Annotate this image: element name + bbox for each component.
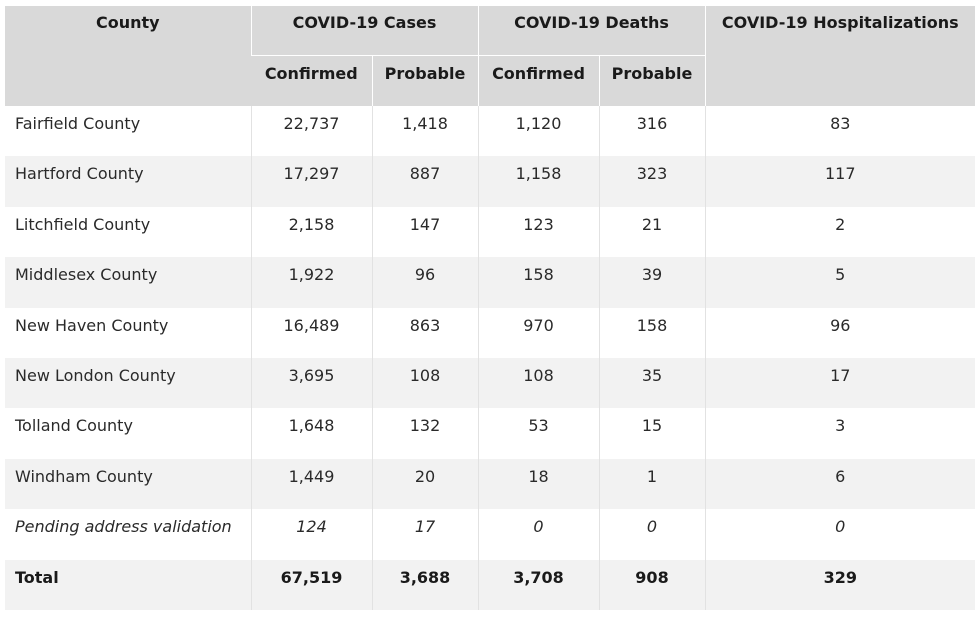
deaths-probable-cell: 1 xyxy=(598,458,706,510)
cases-confirmed-cell: 2,158 xyxy=(250,206,372,258)
deaths-probable-cell: 21 xyxy=(598,206,706,258)
table-body: Fairfield County 22,737 1,418 1,120 316 … xyxy=(5,106,976,610)
cases-probable-cell: 108 xyxy=(371,357,478,409)
table-row: Litchfield County 2,158 147 123 21 2 xyxy=(5,206,976,258)
hospitalizations-cell: 17 xyxy=(704,357,976,409)
header-deaths-group: COVID-19 Deaths xyxy=(477,6,706,56)
covid-county-table-container: County COVID-19 Cases COVID-19 Deaths CO… xyxy=(5,6,976,610)
deaths-confirmed-cell: 0 xyxy=(477,509,599,560)
header-hospitalizations: COVID-19 Hospitalizations xyxy=(704,6,976,106)
table-row: New London County 3,695 108 108 35 17 xyxy=(5,357,976,409)
cases-probable-cell: 17 xyxy=(371,509,478,560)
cases-confirmed-cell: 1,922 xyxy=(250,257,372,308)
hospitalizations-cell: 83 xyxy=(704,106,976,157)
deaths-probable-cell: 158 xyxy=(598,307,706,358)
cases-confirmed-cell: 1,648 xyxy=(250,408,372,459)
covid-county-table: County COVID-19 Cases COVID-19 Deaths CO… xyxy=(5,6,976,610)
deaths-confirmed-cell: 18 xyxy=(477,458,599,510)
cases-probable-cell: 887 xyxy=(371,156,478,207)
cases-confirmed-cell: 1,449 xyxy=(250,458,372,510)
table-header: County COVID-19 Cases COVID-19 Deaths CO… xyxy=(5,6,976,106)
cases-confirmed-cell: 22,737 xyxy=(250,106,372,157)
header-row-subcolumns: Confirmed Probable Confirmed Probable xyxy=(5,55,975,106)
deaths-confirmed-cell: 108 xyxy=(477,357,599,409)
deaths-confirmed-cell: 53 xyxy=(477,408,599,459)
deaths-confirmed-cell: 970 xyxy=(477,307,599,358)
header-cases-probable: Probable xyxy=(371,55,478,106)
total-deaths-confirmed-cell: 3,708 xyxy=(477,559,599,610)
county-cell: Windham County xyxy=(5,458,251,510)
cases-probable-cell: 20 xyxy=(371,458,478,510)
deaths-probable-cell: 323 xyxy=(598,156,706,207)
county-cell: New London County xyxy=(5,357,251,409)
cases-probable-cell: 132 xyxy=(371,408,478,459)
total-cases-probable-cell: 3,688 xyxy=(371,559,478,610)
hospitalizations-cell: 3 xyxy=(704,408,976,459)
cases-probable-cell: 1,418 xyxy=(371,106,478,157)
deaths-confirmed-cell: 1,120 xyxy=(477,106,599,157)
total-label-cell: Total xyxy=(5,559,251,610)
hospitalizations-cell: 2 xyxy=(704,206,976,258)
deaths-probable-cell: 39 xyxy=(598,257,706,308)
hospitalizations-cell: 5 xyxy=(704,257,976,308)
deaths-confirmed-cell: 123 xyxy=(477,206,599,258)
county-cell: Hartford County xyxy=(5,156,251,207)
table-row-pending: Pending address validation 124 17 0 0 0 xyxy=(5,509,976,560)
hospitalizations-cell: 0 xyxy=(704,509,976,560)
deaths-probable-cell: 316 xyxy=(598,106,706,157)
deaths-probable-cell: 35 xyxy=(598,357,706,409)
cases-confirmed-cell: 3,695 xyxy=(250,357,372,409)
county-cell: Fairfield County xyxy=(5,106,251,157)
county-cell: Pending address validation xyxy=(5,509,251,560)
hospitalizations-cell: 96 xyxy=(704,307,976,358)
total-hospitalizations-cell: 329 xyxy=(704,559,976,610)
cases-confirmed-cell: 16,489 xyxy=(250,307,372,358)
header-county: County xyxy=(5,6,251,106)
cases-confirmed-cell: 17,297 xyxy=(250,156,372,207)
table-row: Fairfield County 22,737 1,418 1,120 316 … xyxy=(5,106,976,157)
table-row: Middlesex County 1,922 96 158 39 5 xyxy=(5,257,976,308)
deaths-probable-cell: 0 xyxy=(598,509,706,560)
header-deaths-confirmed: Confirmed xyxy=(477,55,599,106)
county-cell: Middlesex County xyxy=(5,257,251,308)
deaths-probable-cell: 15 xyxy=(598,408,706,459)
table-row: Windham County 1,449 20 18 1 6 xyxy=(5,458,976,510)
header-deaths-probable: Probable xyxy=(598,55,706,106)
cases-probable-cell: 147 xyxy=(371,206,478,258)
table-row: Hartford County 17,297 887 1,158 323 117 xyxy=(5,156,976,207)
cases-probable-cell: 863 xyxy=(371,307,478,358)
deaths-confirmed-cell: 158 xyxy=(477,257,599,308)
cases-confirmed-cell: 124 xyxy=(250,509,372,560)
county-cell: Tolland County xyxy=(5,408,251,459)
header-row-groups: County COVID-19 Cases COVID-19 Deaths CO… xyxy=(5,6,976,106)
total-deaths-probable-cell: 908 xyxy=(598,559,706,610)
hospitalizations-cell: 6 xyxy=(704,458,976,510)
table-row: New Haven County 16,489 863 970 158 96 xyxy=(5,307,976,358)
county-cell: New Haven County xyxy=(5,307,251,358)
header-cases-confirmed: Confirmed xyxy=(251,55,372,106)
county-cell: Litchfield County xyxy=(5,206,251,258)
cases-probable-cell: 96 xyxy=(371,257,478,308)
deaths-confirmed-cell: 1,158 xyxy=(477,156,599,207)
hospitalizations-cell: 117 xyxy=(704,156,976,207)
header-cases-group: COVID-19 Cases xyxy=(250,6,478,56)
table-row: Tolland County 1,648 132 53 15 3 xyxy=(5,408,976,459)
table-row-total: Total 67,519 3,688 3,708 908 329 xyxy=(5,559,976,610)
total-cases-confirmed-cell: 67,519 xyxy=(250,559,372,610)
